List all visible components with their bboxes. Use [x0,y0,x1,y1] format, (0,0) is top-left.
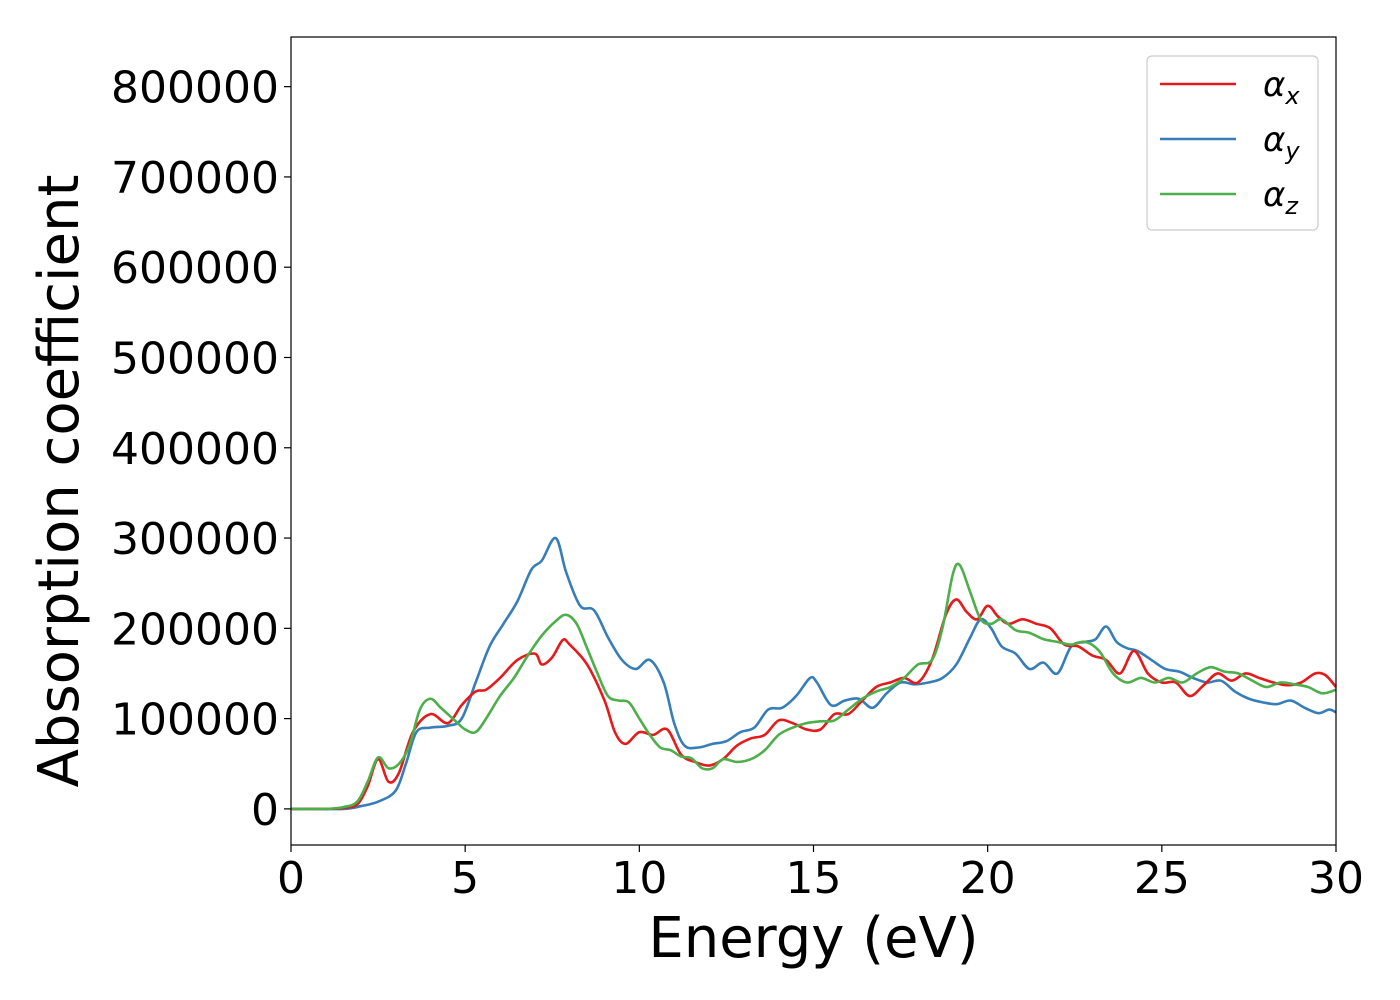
x-tick-label: 5 [451,853,479,904]
y-tick-label: 700000 [111,153,279,204]
legend-label-x: αx [1263,65,1300,110]
series-line-y [290,536,1337,811]
x-tick-label: 30 [1308,853,1364,904]
y-tick-label: 0 [251,785,279,836]
x-axis-title: Energy (eV) [648,906,978,971]
y-tick-label: 600000 [111,243,279,294]
legend-frame [1146,55,1319,231]
y-tick-label: 200000 [111,604,279,655]
series-line-x [290,598,1337,811]
y-tick-label: 800000 [111,63,279,114]
y-tick-label: 300000 [111,514,279,565]
x-tick-label: 25 [1134,853,1190,904]
y-axis-title: Absorption coefficient [27,175,92,788]
y-tick-label: 100000 [111,695,279,746]
legend-label-z: αz [1263,175,1299,220]
x-tick-label: 20 [960,853,1016,904]
y-tick-label: 500000 [111,333,279,384]
x-axis: 0 5 10 15 20 25 30 [277,845,1364,904]
x-tick-label: 10 [611,853,667,904]
y-axis: 0 100000 200000 300000 400000 500000 600000 700… [111,63,291,836]
x-tick-label: 15 [786,853,842,904]
series-layer [290,536,1337,811]
x-tick-label: 0 [277,853,305,904]
series-line-z [290,562,1337,811]
legend-label-y: αy [1263,120,1300,165]
legend: αx αy αz [1146,55,1319,231]
y-tick-label: 400000 [111,424,279,475]
